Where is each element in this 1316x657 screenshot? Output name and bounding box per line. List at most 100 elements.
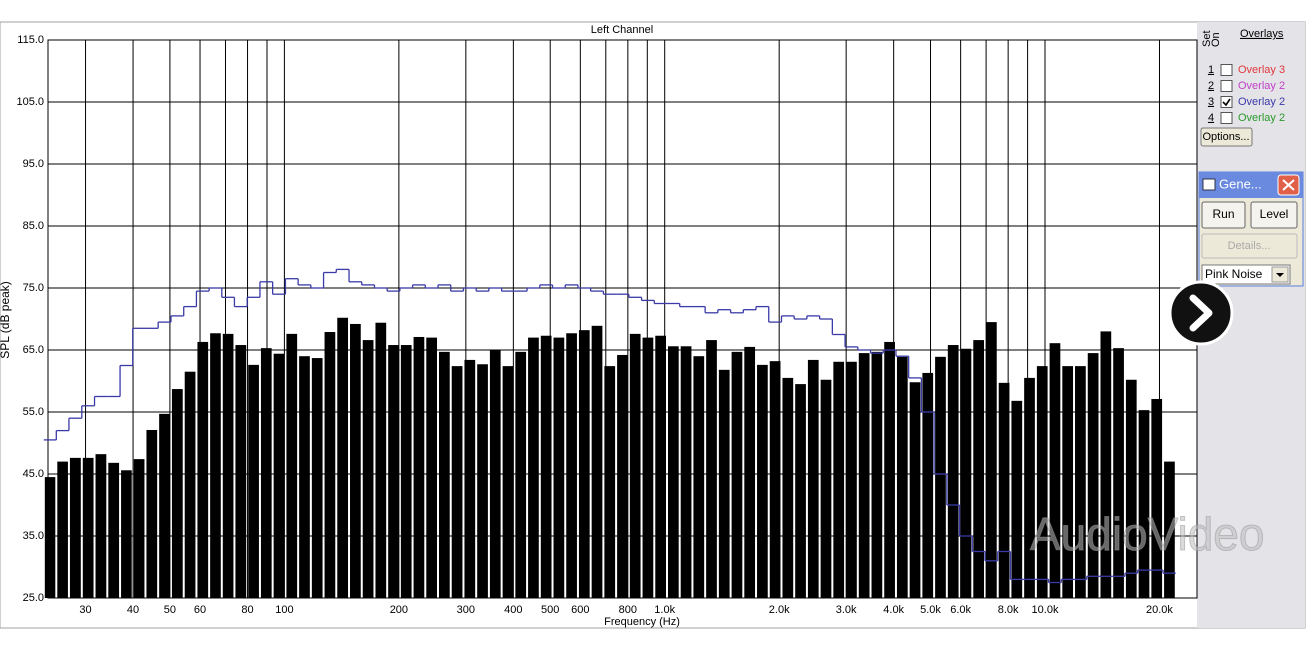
generator-button[interactable] bbox=[1250, 201, 1298, 229]
generator-buttons: Run Level bbox=[1201, 201, 1298, 229]
overlay-checkbox[interactable] bbox=[1220, 96, 1233, 108]
bar bbox=[108, 462, 120, 598]
bar bbox=[375, 322, 387, 598]
generator-button-label[interactable]: Level bbox=[1260, 207, 1289, 221]
bar bbox=[655, 335, 666, 598]
y-tick-label: 35.0 bbox=[23, 530, 44, 542]
bar bbox=[515, 351, 527, 598]
bar bbox=[1125, 379, 1137, 598]
chart-title: Left Channel bbox=[591, 24, 653, 36]
x-tick-label: 400 bbox=[504, 604, 522, 616]
y-axis-label: SPL (dB peak) bbox=[0, 281, 12, 359]
bar bbox=[324, 332, 336, 598]
signal-label[interactable]: Pink Noise bbox=[1205, 267, 1263, 281]
y-tick-label: 115.0 bbox=[17, 34, 44, 46]
bar bbox=[578, 330, 590, 598]
next-button[interactable] bbox=[1168, 280, 1234, 346]
dropdown-arrow[interactable] bbox=[1276, 273, 1284, 277]
overlay-name: Overlay 2 bbox=[1238, 112, 1285, 124]
x-tick-label: 8.0k bbox=[998, 604, 1019, 616]
bar bbox=[121, 470, 132, 598]
bar bbox=[159, 413, 170, 598]
y-tick-label: 105.0 bbox=[16, 96, 44, 108]
x-tick-label: 2.0k bbox=[769, 604, 790, 616]
x-tick-label: 300 bbox=[457, 604, 475, 616]
x-tick-label: 6.0k bbox=[950, 604, 971, 616]
x-tick-label: 40 bbox=[127, 604, 139, 616]
x-tick-label: 5.0k bbox=[920, 604, 941, 616]
bar bbox=[833, 361, 845, 598]
overlay-checkbox[interactable] bbox=[1220, 80, 1233, 92]
signal-dropdown[interactable] bbox=[1201, 264, 1291, 285]
overlay-set-number: 1 bbox=[1208, 64, 1214, 76]
bar bbox=[1113, 348, 1124, 598]
bar bbox=[502, 366, 514, 598]
bar bbox=[311, 358, 323, 598]
overlay-checkbox[interactable] bbox=[1220, 112, 1233, 124]
overlay-checkbox[interactable] bbox=[1220, 64, 1233, 76]
x-tick-label: 30 bbox=[79, 604, 91, 616]
x-tick-label: 80 bbox=[241, 604, 253, 616]
bar bbox=[451, 366, 463, 598]
bar bbox=[553, 337, 565, 598]
bar bbox=[299, 356, 310, 598]
bar bbox=[439, 351, 450, 598]
bar bbox=[210, 333, 221, 598]
y-tick-label: 45.0 bbox=[23, 468, 44, 480]
bar bbox=[922, 372, 934, 598]
x-tick-label: 60 bbox=[194, 604, 206, 616]
overlay-set-number: 4 bbox=[1208, 112, 1214, 124]
bar bbox=[273, 353, 285, 598]
bar bbox=[95, 454, 107, 598]
bar bbox=[617, 354, 628, 598]
bar bbox=[1138, 410, 1150, 598]
bar bbox=[935, 356, 946, 598]
x-tick-label: 800 bbox=[619, 604, 637, 616]
overlay-name: Overlay 3 bbox=[1238, 64, 1285, 76]
bar bbox=[133, 459, 145, 598]
bar bbox=[222, 333, 234, 598]
bar bbox=[1087, 353, 1099, 598]
bar bbox=[82, 457, 94, 598]
bar bbox=[846, 361, 857, 598]
bar bbox=[1011, 400, 1023, 598]
bar bbox=[235, 345, 247, 598]
next-icon[interactable] bbox=[1189, 294, 1213, 332]
x-tick-label: 1.0k bbox=[654, 604, 675, 616]
bar bbox=[337, 317, 349, 598]
bar bbox=[998, 382, 1010, 598]
bar bbox=[591, 325, 603, 598]
bar bbox=[286, 333, 298, 598]
bar bbox=[1049, 343, 1061, 598]
y-tick-label: 25.0 bbox=[23, 592, 44, 604]
checkmark[interactable] bbox=[1222, 98, 1231, 107]
generator-button[interactable] bbox=[1201, 201, 1246, 229]
bar bbox=[400, 345, 412, 598]
bar bbox=[604, 366, 616, 598]
bar bbox=[171, 389, 183, 598]
bar bbox=[1100, 331, 1112, 598]
bar bbox=[782, 377, 794, 598]
bar bbox=[197, 341, 209, 598]
bar bbox=[973, 340, 985, 598]
bar bbox=[947, 345, 959, 598]
options-button[interactable] bbox=[1200, 127, 1253, 147]
bar bbox=[388, 345, 399, 598]
bar bbox=[693, 356, 705, 598]
y-tick-label: 95.0 bbox=[23, 158, 44, 170]
bar bbox=[350, 323, 361, 598]
generator-button-label[interactable]: Run bbox=[1212, 207, 1234, 221]
bar bbox=[1075, 366, 1086, 598]
overlay-rows: 1 Overlay 3 2 Overlay 2 3 Overlay 2 4 Overlay 2 bbox=[1208, 64, 1285, 124]
bar bbox=[667, 346, 679, 598]
bar bbox=[642, 337, 654, 598]
bar bbox=[528, 337, 539, 598]
close-icon[interactable] bbox=[1282, 179, 1295, 191]
x-tick-label: 4.0k bbox=[883, 604, 904, 616]
y-tick-label: 75.0 bbox=[23, 282, 44, 294]
x-tick-label: 10.0k bbox=[1032, 604, 1059, 616]
bar bbox=[795, 384, 806, 598]
options-label[interactable]: Options... bbox=[1202, 131, 1249, 143]
